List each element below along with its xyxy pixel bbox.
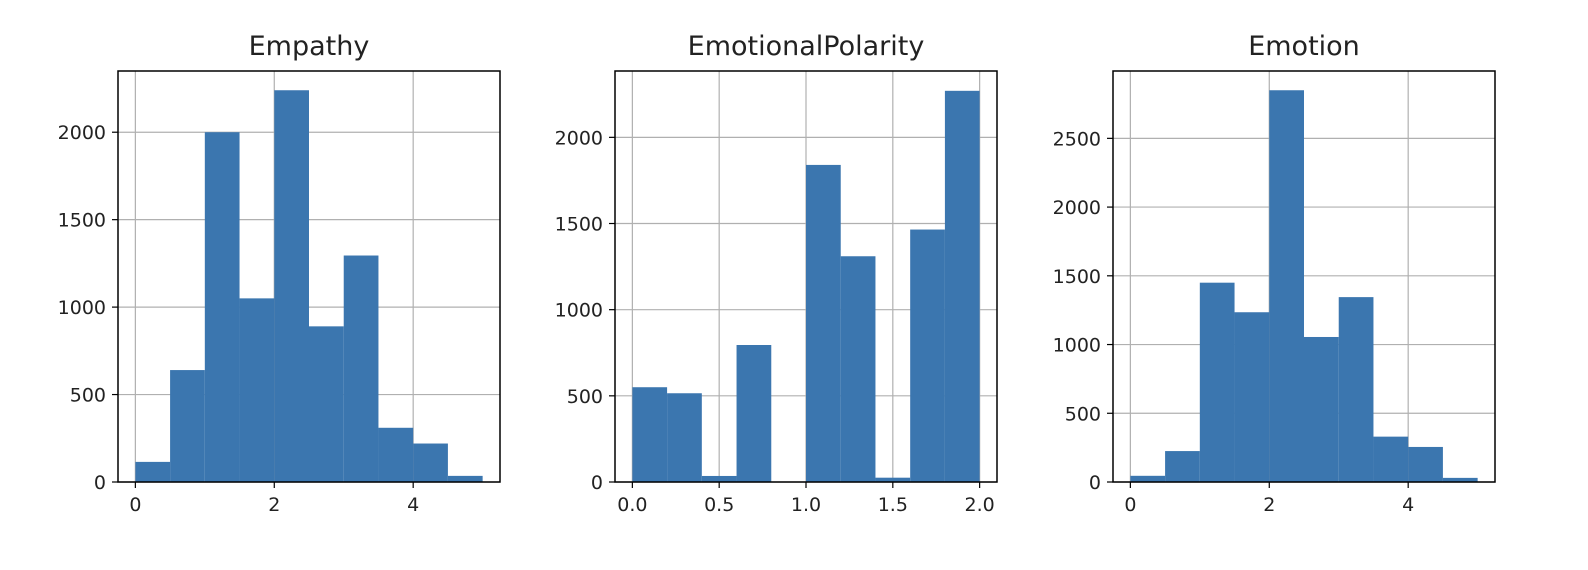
axes: 0.0 0.5 1.0 1.5 2.0 0 500 1000 1500 2000	[555, 70, 998, 516]
histogram-bars	[1130, 90, 1478, 483]
histogram-bar	[1269, 90, 1304, 483]
histogram-bar	[378, 427, 414, 482]
histogram-bar	[239, 298, 275, 482]
x-tick-label: 4	[407, 494, 419, 516]
x-tick-label: 0.0	[617, 494, 647, 516]
x-tick-label: 0	[1124, 494, 1136, 516]
y-tick-label: 1000	[1053, 335, 1101, 357]
histogram-bars	[632, 90, 980, 482]
histogram-bar	[413, 443, 448, 482]
histogram-bar	[1199, 282, 1235, 482]
x-tick-label: 1.0	[791, 494, 821, 516]
y-tick-label: 500	[70, 385, 106, 407]
y-tick-label: 500	[1065, 403, 1101, 425]
x-tick-label: 0.5	[704, 494, 734, 516]
histogram-bar	[1234, 312, 1270, 482]
histogram-bar	[1373, 436, 1409, 482]
axes-frame	[1112, 70, 1496, 483]
x-tick-label: 2	[1263, 494, 1275, 516]
histogram-bar	[1338, 297, 1374, 482]
emotion-histogram-panel: Emotion 0 2 4 0 500 1000 1500 2000 2500	[1053, 31, 1496, 516]
y-tick-label: 1500	[1053, 266, 1101, 288]
x-tick-label: 4	[1402, 494, 1414, 516]
x-tick-label: 2.0	[965, 494, 995, 516]
histogram-bar	[1442, 477, 1478, 482]
x-tick-label: 0	[129, 494, 141, 516]
x-tick-label: 1.5	[878, 494, 908, 516]
histogram-bar	[736, 345, 772, 482]
y-tick-label: 500	[567, 386, 603, 408]
emotional-polarity-histogram-panel: EmotionalPolarity 0.0 0.5 1.0 1.5 2.0 0 500 100…	[555, 31, 998, 516]
y-tick-label: 2500	[1053, 128, 1101, 150]
axes-frame	[117, 70, 501, 483]
empathy-histogram-panel: Empathy 0 2 4 0 500 1000 1500 2000	[58, 31, 501, 516]
y-tick-label: 0	[94, 472, 106, 494]
panel-title: Empathy	[249, 31, 370, 62]
histogram-bar	[944, 90, 980, 482]
histogram-bar	[632, 387, 668, 482]
histogram-bar	[170, 370, 205, 482]
y-tick-label: 1000	[555, 300, 603, 322]
histogram-bar	[840, 256, 876, 482]
y-tick-label: 2000	[58, 122, 106, 144]
panel-title: Emotion	[1248, 31, 1360, 62]
y-tick-label: 1500	[555, 214, 603, 236]
histogram-bar	[447, 475, 483, 482]
histogram-bar	[309, 326, 344, 482]
histogram-bar	[135, 461, 171, 482]
y-tick-label: 0	[1089, 472, 1101, 494]
histogram-bar	[1165, 451, 1200, 482]
y-tick-label: 1000	[58, 297, 106, 319]
y-tick-label: 1500	[58, 210, 106, 232]
histogram-bar	[701, 475, 737, 482]
y-tick-label: 0	[591, 472, 603, 494]
histogram-bars	[135, 90, 483, 483]
y-tick-label: 2000	[555, 127, 603, 149]
histogram-bar	[204, 132, 240, 482]
panel-title: EmotionalPolarity	[688, 31, 925, 62]
x-tick-label: 2	[268, 494, 280, 516]
axes: 0 2 4 0 500 1000 1500 2000 2500	[1053, 70, 1496, 516]
histogram-bar	[667, 393, 702, 482]
histogram-bar	[1304, 336, 1339, 482]
histogram-bar	[274, 90, 309, 483]
y-tick-label: 2000	[1053, 197, 1101, 219]
histogram-bar	[1130, 475, 1166, 482]
histogram-bar	[875, 477, 911, 482]
histogram-bar	[910, 229, 945, 482]
axes: 0 2 4 0 500 1000 1500 2000	[58, 70, 501, 516]
histogram-bar	[343, 255, 379, 482]
histogram-bar	[1408, 446, 1443, 482]
histogram-bar	[806, 164, 841, 482]
